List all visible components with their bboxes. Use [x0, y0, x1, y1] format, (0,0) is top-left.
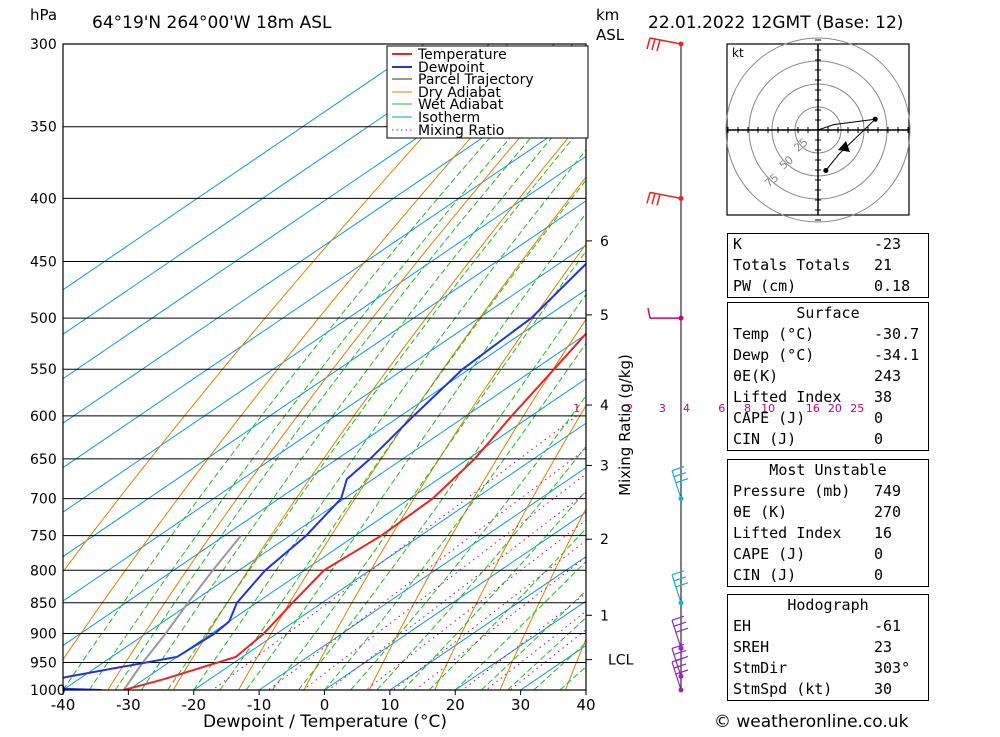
mixing-ratio-label: 1: [573, 402, 580, 415]
mixing-ratio-label: 4: [683, 402, 690, 415]
x-tick-label: 30: [511, 696, 530, 714]
x-tick-label: -30: [116, 696, 141, 714]
km-tick-label: LCL: [608, 653, 634, 669]
legend: Temperature Dewpoint Parcel Trajectory D…: [387, 46, 588, 139]
pressure-tick-label: 950: [30, 656, 57, 672]
hpa-unit-label: hPa: [30, 6, 57, 24]
km-tick-label: 4: [600, 398, 609, 414]
pressure-tick-label: 300: [30, 37, 57, 53]
mixing-ratio-line: [415, 416, 768, 690]
wind-barbs: [647, 38, 688, 693]
isotherm-line: [0, 44, 751, 690]
index-row: θE (K)270: [728, 502, 928, 523]
mixing-ratio-label: 6: [718, 402, 725, 415]
wet-adiabat-line: [246, 44, 720, 690]
pressure-tick-label: 800: [30, 563, 57, 579]
isotherm-line: [0, 44, 816, 690]
asl-unit-label: ASL: [596, 26, 625, 44]
mixing-ratio-line: [393, 416, 747, 690]
km-tick-label: 1: [600, 608, 609, 624]
wind-barb: [672, 467, 688, 499]
hodograph-point: [873, 117, 878, 122]
km-tick-label: 2: [600, 532, 609, 548]
surface-title: Surface: [728, 303, 928, 324]
km-tick-label: 6: [600, 234, 609, 250]
wet-adiabat-line: [298, 44, 774, 690]
pressure-tick-label: 700: [30, 492, 57, 508]
hodograph-end-point: [823, 168, 828, 173]
datetime-title: 22.01.2022 12GMT (Base: 12): [648, 13, 903, 33]
x-tick-label: -40: [51, 696, 76, 714]
wet-adiabat-line: [272, 44, 746, 690]
wind-barb: [647, 38, 681, 51]
index-row: K-23: [728, 234, 928, 255]
dry-adiabat-line: [0, 44, 508, 690]
isotherm-line: [0, 44, 620, 690]
plot-frame: [63, 44, 586, 690]
hodograph-title: Hodograph: [728, 595, 928, 616]
index-row: Dewp (°C)-34.1: [728, 345, 928, 366]
isotherm-line: [0, 44, 424, 690]
most-unstable-title: Most Unstable: [728, 460, 928, 481]
indices-surface: Surface Temp (°C)-30.7 Dewp (°C)-34.1 θE…: [727, 302, 929, 451]
index-row: Pressure (mb)749: [728, 481, 928, 502]
index-row: StmSpd (kt)30: [728, 679, 928, 700]
pressure-tick-label: 450: [30, 255, 57, 271]
km-tick-label: 3: [600, 458, 609, 474]
wind-barb: [647, 192, 681, 205]
km-tick-label: 5: [600, 308, 609, 324]
index-row: θE(K)243: [728, 366, 928, 387]
mixing-ratio-line: [268, 416, 629, 690]
indices-most-unstable: Most Unstable Pressure (mb)749 θE (K)270…: [727, 459, 929, 587]
index-row: CIN (J)0: [728, 565, 928, 586]
pressure-tick-label: 350: [30, 120, 57, 136]
index-row: CIN (J)0: [728, 429, 928, 450]
wet-adiabat-line: [141, 44, 631, 690]
km-unit-label: km: [596, 6, 619, 24]
index-row: PW (cm)0.18: [728, 276, 928, 297]
dry-adiabat-line: [369, 44, 785, 690]
pressure-tick-label: 850: [30, 596, 57, 612]
dry-adiabat-line: [958, 44, 1000, 690]
mixing-ratio-label: 3: [659, 402, 666, 415]
index-row: EH-61: [728, 616, 928, 637]
x-tick-label: 40: [576, 696, 595, 714]
mixing-ratio-axis-label: Mixing Ratio (g/kg): [616, 354, 634, 496]
pressure-tick-label: 500: [30, 311, 57, 327]
dry-adiabat-line: [304, 44, 739, 690]
credit: © weatheronline.co.uk: [714, 712, 909, 732]
hodograph-unit: kt: [732, 46, 744, 60]
mixing-ratio-line: [366, 416, 722, 690]
mixing-ratio-line: [303, 416, 662, 690]
pressure-tick-label: 550: [30, 362, 57, 378]
legend-mixing-ratio: Mixing Ratio: [418, 123, 504, 139]
wind-barb: [672, 571, 688, 603]
location-title: 64°19'N 264°00'W 18m ASL: [92, 13, 332, 33]
pressure-tick-label: 750: [30, 529, 57, 545]
index-row: CAPE (J)0: [728, 544, 928, 565]
wind-barb: [672, 616, 688, 648]
pressure-tick-label: 650: [30, 452, 57, 468]
x-axis-label: Dewpoint / Temperature (°C): [203, 712, 447, 732]
pressure-tick-label: 900: [30, 627, 57, 643]
pressure-tick-label: 600: [30, 409, 57, 425]
index-row: Temp (°C)-30.7: [728, 324, 928, 345]
wet-adiabat-line: [168, 44, 653, 690]
index-row: CAPE (J)0: [728, 408, 928, 429]
x-tick-label: 20: [446, 696, 465, 714]
pressure-tick-label: 400: [30, 191, 57, 207]
wind-barb: [648, 308, 681, 318]
